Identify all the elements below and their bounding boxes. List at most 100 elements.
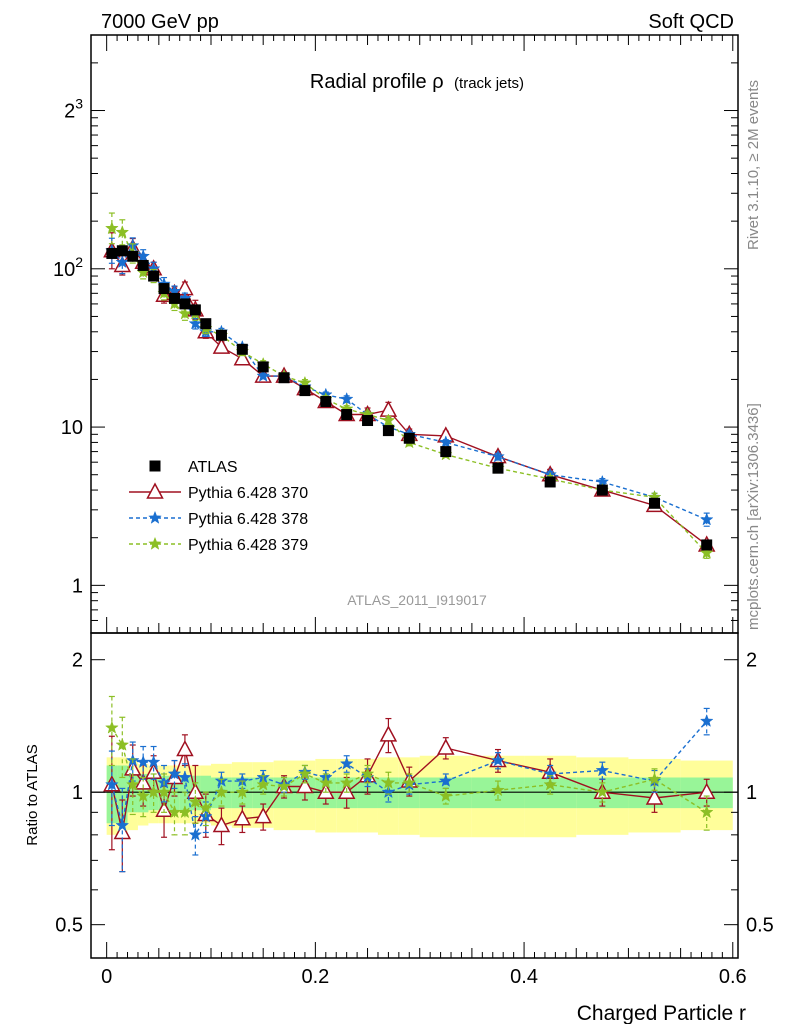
legend-label: Pythia 6.428 379 — [188, 537, 308, 554]
ratio-3-point — [339, 775, 354, 789]
series-2-point — [188, 316, 203, 330]
ratio-y-tick-label: 2 — [72, 650, 83, 672]
data-point — [320, 396, 332, 408]
series-line-3 — [111, 227, 708, 554]
data-point — [106, 247, 118, 259]
header-right: Soft QCD — [648, 11, 734, 33]
header-left: 7000 GeV pp — [101, 11, 219, 33]
ratio-y-tick-label-right: 0.5 — [746, 915, 774, 937]
side-label-bottom: mcplots.cern.ch [arXiv:1306.3436] — [745, 403, 762, 630]
ratio-3-point — [105, 720, 119, 734]
ratio-1-point — [134, 773, 152, 790]
chart-title-main: Radial profile ρ — [310, 71, 444, 93]
series-2-point — [699, 512, 714, 526]
ratio-1-point — [645, 788, 664, 805]
ratio-3-point — [198, 800, 213, 814]
data-point — [544, 476, 556, 488]
data-point — [168, 292, 180, 304]
ratio-3-point — [297, 766, 312, 780]
series-2-point — [256, 368, 271, 382]
ratio-2-point — [438, 773, 453, 787]
ratio-3-point — [214, 784, 229, 799]
ratio-2-point — [167, 766, 182, 780]
ratio-3-point — [438, 788, 453, 802]
ratio-3-point — [178, 805, 192, 819]
main-y-tick-base: 10 — [61, 417, 83, 439]
ratio-line-3 — [111, 727, 708, 813]
ratio-1-point — [254, 807, 272, 824]
data-point — [236, 343, 248, 355]
main-y-tick-exponent: 2 — [75, 254, 83, 270]
legend: ATLAS Pythia 6.428 370 Pythia 6.428 378 Pyt… — [129, 459, 308, 554]
ratio-2-point — [146, 754, 161, 768]
main-y-tick-label: 10 — [61, 417, 83, 439]
series-3-point — [381, 413, 396, 427]
main-y-tick-base: 2 — [64, 101, 75, 123]
chart-title-suffix: (track jets) — [454, 75, 524, 92]
main-y-tick-label: 102 — [53, 254, 83, 281]
ratio-axes: 0.5 0.5 1 1 2 2 — [55, 650, 774, 937]
ratio-2-point — [699, 713, 714, 727]
data-point — [492, 462, 504, 474]
x-tick-label: 0.4 — [510, 966, 538, 988]
ratio-3-point — [256, 777, 271, 791]
legend-marker — [146, 482, 164, 499]
ratio-2-point — [491, 753, 505, 767]
data-point — [440, 446, 452, 458]
legend-label: ATLAS — [188, 459, 238, 476]
ratio-3-point — [188, 794, 203, 808]
series-2-point — [438, 435, 453, 449]
ratio-panel: 0.5 0.5 1 1 2 2 Ratio to ATLAS — [24, 632, 774, 959]
series-3-point — [115, 225, 130, 239]
data-point — [278, 372, 290, 384]
ratio-3-point — [647, 772, 662, 786]
ratio-3-point — [595, 784, 610, 799]
ratio-y-tick-label-right: 2 — [746, 650, 757, 672]
data-point — [179, 298, 191, 310]
ratio-marks — [91, 695, 738, 873]
main-marks — [103, 212, 716, 559]
x-tick-label: 0 — [101, 966, 112, 988]
ratio-y-tick-label: 1 — [72, 782, 83, 804]
data-point — [299, 385, 311, 397]
ratio-3-point — [115, 737, 130, 751]
data-point — [403, 432, 415, 444]
data-point — [127, 250, 139, 262]
ratio-3-point — [318, 775, 333, 789]
ratio-1-point — [379, 725, 398, 742]
ratio-ylabel: Ratio to ATLAS — [24, 744, 41, 845]
data-point — [215, 329, 227, 341]
series-1-point — [233, 349, 252, 366]
main-y-tick-label: 23 — [64, 96, 83, 123]
main-y-tick-exponent: 3 — [75, 96, 83, 112]
ratio-2-point — [177, 770, 192, 784]
main-y-tick-label: 1 — [72, 575, 83, 597]
ratio-1-point — [176, 739, 194, 757]
legend-label: Pythia 6.428 378 — [188, 511, 308, 528]
ratio-3-point — [381, 775, 396, 789]
data-point — [382, 425, 394, 437]
ratio-2-point — [595, 763, 610, 777]
ratio-2-point — [115, 818, 130, 832]
ratio-2-point — [105, 777, 119, 791]
chart-title: Radial profile ρ (track jets) — [310, 71, 524, 93]
x-tick-label: 0.6 — [719, 966, 747, 988]
series-3-point — [105, 221, 119, 235]
series-line-2 — [111, 244, 707, 521]
legend-label: Pythia 6.428 370 — [188, 485, 308, 502]
ratio-y-tick-label-right: 1 — [746, 782, 757, 804]
watermark: ATLAS_2011_I919017 — [347, 592, 487, 608]
series-2-point — [136, 249, 151, 263]
ratio-3-point — [235, 784, 250, 799]
x-axis-label: Charged Particle r — [577, 1002, 746, 1024]
data-point — [341, 409, 353, 421]
ratio-3-point — [157, 784, 171, 799]
x-tick-label: 0.2 — [301, 966, 329, 988]
ratio-y-tick-label: 0.5 — [55, 915, 83, 937]
ratio-3-point — [543, 777, 557, 791]
data-point — [200, 318, 212, 330]
ratio-3-point — [491, 783, 505, 797]
data-point — [148, 270, 160, 282]
ratio-1-point — [437, 738, 455, 755]
